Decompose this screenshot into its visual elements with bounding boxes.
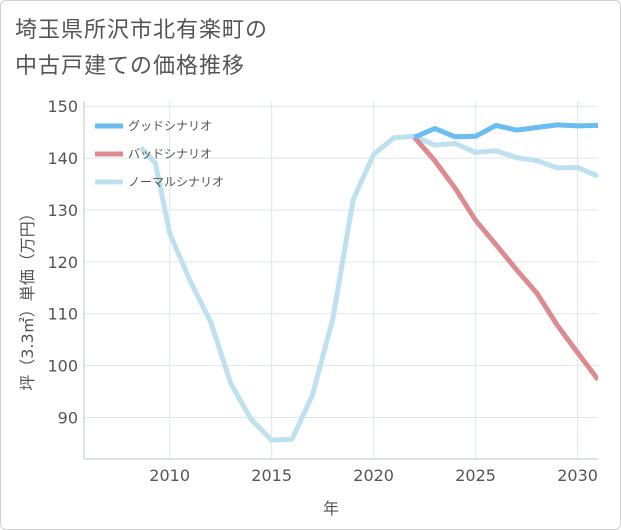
series-line-bad <box>412 135 598 382</box>
x-tick-label: 2010 <box>149 466 190 485</box>
legend-normal-label: ノーマルシナリオ <box>128 175 224 189</box>
chart-title-line-2: 中古戸建ての価格推移 <box>15 54 246 79</box>
x-tick-label: 2030 <box>557 466 598 485</box>
x-tick-label: 2015 <box>251 466 292 485</box>
chart-title: 埼玉県所沢市北有楽町の 中古戸建ての価格推移 <box>15 13 575 85</box>
series-line-normal <box>139 133 598 443</box>
x-axis-title: 年 <box>323 499 339 518</box>
legend-bad-label: バッドシナリオ <box>128 147 212 161</box>
x-tick-label: 2020 <box>353 466 394 485</box>
y-axis-title: 坪（3.3㎡）単価（万円） <box>18 205 37 390</box>
series-line-good <box>413 122 598 140</box>
x-tick-label: 2025 <box>455 466 496 485</box>
legend-good-label: グッドシナリオ <box>128 119 212 133</box>
y-tick-label: 90 <box>58 408 78 427</box>
chart-title-line-1: 埼玉県所沢市北有楽町の <box>15 18 269 43</box>
y-tick-label: 150 <box>47 97 78 116</box>
y-tick-label: 120 <box>47 253 78 272</box>
y-tick-label: 100 <box>47 357 78 376</box>
y-tick-label: 130 <box>47 201 78 220</box>
y-tick-label: 140 <box>47 149 78 168</box>
y-tick-label: 110 <box>47 305 78 324</box>
